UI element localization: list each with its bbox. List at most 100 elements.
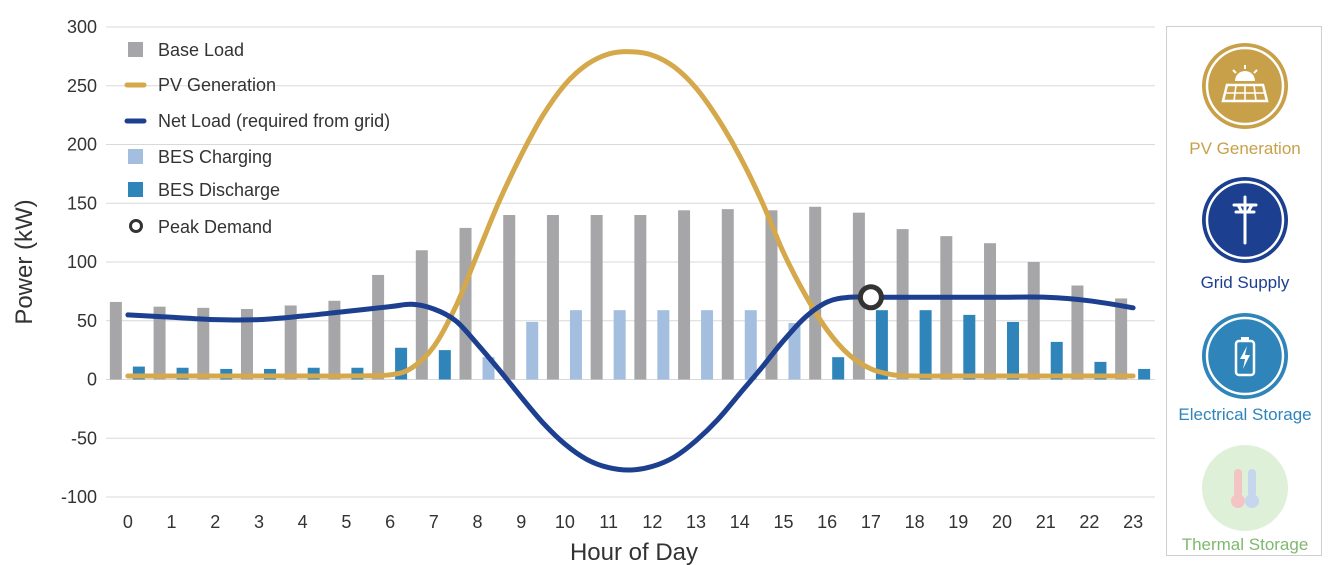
- resource-panel: PV Generation Grid Supply: [1166, 26, 1322, 556]
- bar-bes-charging: [744, 310, 757, 380]
- y-tick-label: 150: [67, 193, 97, 213]
- battery-icon: [1202, 313, 1288, 399]
- x-tick-label: 8: [473, 512, 483, 532]
- peak-demand-markers: [857, 284, 884, 311]
- x-tick-label: 6: [385, 512, 395, 532]
- bar-base-load: [109, 301, 122, 380]
- bar-bes-discharge: [1050, 341, 1063, 380]
- y-tick-label: 0: [87, 370, 97, 390]
- bar-base-load: [634, 215, 647, 380]
- x-tick-label: 0: [123, 512, 133, 532]
- thermometer-icon: [1202, 445, 1288, 531]
- legend-label-base-load: Base Load: [158, 40, 244, 60]
- bar-base-load: [590, 215, 603, 380]
- legend-label-peak-demand: Peak Demand: [158, 217, 272, 237]
- bars: [109, 206, 1151, 380]
- x-tick-label: 11: [599, 512, 618, 532]
- y-tick-label: 250: [67, 76, 97, 96]
- bar-bes-discharge: [1007, 321, 1020, 380]
- panel-label-electrical-storage: Electrical Storage: [1178, 405, 1312, 424]
- bar-bes-charging: [788, 323, 801, 380]
- x-tick-label: 10: [555, 512, 575, 532]
- legend-label-net-load: Net Load (required from grid): [158, 111, 390, 131]
- x-axis-ticks: 0 1 2 3 4 5 6 7 8 9 10 11 12 13 14 15 16 17 18 19 20 21 22 23: [123, 512, 1143, 532]
- x-tick-label: 3: [254, 512, 264, 532]
- legend-swatch-peak-demand: [129, 219, 143, 233]
- x-tick-label: 17: [861, 512, 881, 532]
- x-axis-title: Hour of Day: [570, 539, 698, 565]
- x-tick-label: 20: [992, 512, 1012, 532]
- bar-base-load: [940, 236, 953, 380]
- bar-bes-discharge: [919, 310, 932, 380]
- bar-base-load: [546, 215, 559, 380]
- x-tick-label: 15: [773, 512, 793, 532]
- bar-base-load: [503, 215, 516, 380]
- bar-base-load: [1027, 262, 1040, 380]
- x-tick-label: 16: [817, 512, 837, 532]
- bar-base-load: [328, 300, 341, 380]
- panel-label-pv-generation: PV Generation: [1189, 139, 1301, 158]
- panel-label-thermal-storage: Thermal Storage: [1181, 535, 1309, 554]
- bar-base-load: [284, 305, 297, 380]
- bar-base-load: [459, 227, 472, 380]
- legend-swatch-bes-charging: [128, 149, 143, 164]
- x-tick-label: 22: [1079, 512, 1099, 532]
- x-tick-label: 12: [642, 512, 662, 532]
- y-tick-label: 100: [67, 252, 97, 272]
- solar-panel-icon: [1202, 43, 1288, 129]
- x-tick-label: 13: [686, 512, 706, 532]
- legend-label-pv-generation: PV Generation: [158, 75, 276, 95]
- panel-label-grid-supply: Grid Supply: [1200, 273, 1290, 292]
- x-tick-label: 9: [516, 512, 526, 532]
- y-tick-label: 50: [77, 311, 97, 331]
- bar-bes-discharge: [438, 350, 451, 380]
- x-tick-label: 14: [730, 512, 750, 532]
- x-tick-label: 5: [341, 512, 351, 532]
- legend: Base Load PV Generation Net Load (requir…: [124, 40, 390, 237]
- bar-base-load: [896, 229, 909, 380]
- bar-bes-charging: [657, 310, 670, 380]
- line-net-load: [125, 294, 1136, 473]
- bar-base-load: [415, 250, 428, 380]
- bar-base-load: [678, 210, 691, 380]
- bar-base-load: [240, 309, 253, 380]
- legend-swatch-base-load: [128, 42, 143, 57]
- bar-bes-discharge: [875, 310, 888, 380]
- bar-base-load: [765, 210, 778, 380]
- power-pole-icon: [1202, 177, 1288, 263]
- gridlines: [106, 26, 1155, 498]
- x-tick-label: 7: [429, 512, 439, 532]
- bar-bes-charging: [701, 310, 714, 380]
- y-tick-label: -50: [71, 428, 97, 448]
- legend-label-bes-discharge: BES Discharge: [158, 180, 280, 200]
- peak-demand-marker: [857, 284, 884, 311]
- bar-base-load: [197, 307, 210, 380]
- x-tick-label: 4: [298, 512, 308, 532]
- bar-base-load: [372, 274, 385, 380]
- bar-base-load: [1071, 285, 1084, 380]
- y-tick-label: -100: [61, 487, 97, 507]
- legend-label-bes-charging: BES Charging: [158, 147, 272, 167]
- y-tick-label: 300: [67, 17, 97, 37]
- x-tick-label: 21: [1036, 512, 1056, 532]
- bar-bes-discharge: [963, 314, 976, 380]
- x-tick-label: 18: [905, 512, 925, 532]
- y-axis-ticks: -100 -50 0 50 100 150 200 250 300: [61, 17, 97, 507]
- bar-base-load: [984, 243, 997, 380]
- bar-bes-charging: [613, 310, 626, 380]
- legend-swatch-bes-discharge: [128, 182, 143, 197]
- bar-bes-charging: [526, 321, 539, 380]
- line-pv-generation: [125, 49, 1136, 379]
- bar-base-load: [1115, 298, 1128, 380]
- x-tick-label: 1: [167, 512, 177, 532]
- bar-base-load: [721, 209, 734, 380]
- bar-base-load: [809, 206, 822, 380]
- bar-bes-charging: [569, 310, 582, 380]
- y-tick-label: 200: [67, 135, 97, 155]
- bar-bes-discharge: [1138, 368, 1151, 380]
- x-tick-label: 2: [210, 512, 220, 532]
- x-tick-label: 19: [948, 512, 968, 532]
- bar-base-load: [153, 306, 166, 380]
- bar-bes-discharge: [832, 357, 845, 380]
